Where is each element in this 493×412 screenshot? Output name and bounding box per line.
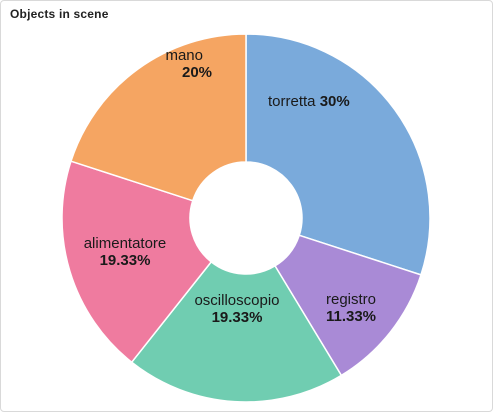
slice-label-registro: registro (326, 291, 376, 308)
slice-label-mano: mano (165, 47, 203, 64)
slice-label-torretta: torretta 30% (268, 93, 350, 110)
chart-title: Objects in scene (10, 7, 109, 21)
donut-slices (61, 33, 431, 403)
slice-percent-alimentatore: 19.33% (100, 252, 151, 269)
slice-torretta[interactable] (245, 33, 431, 276)
slice-label-alimentatore: alimentatore (84, 235, 167, 252)
slice-percent-oscilloscopio: 19.33% (212, 309, 263, 326)
slice-label-oscilloscopio: oscilloscopio (194, 292, 279, 309)
slice-mano[interactable] (70, 33, 247, 202)
slice-percent-registro: 11.33% (326, 308, 376, 325)
donut-labels: torretta 30%registro11.33%oscilloscopio1… (84, 47, 376, 326)
slice-registro[interactable] (273, 234, 422, 377)
slice-alimentatore[interactable] (61, 160, 213, 364)
slice-percent-mano: 20% (182, 64, 212, 81)
